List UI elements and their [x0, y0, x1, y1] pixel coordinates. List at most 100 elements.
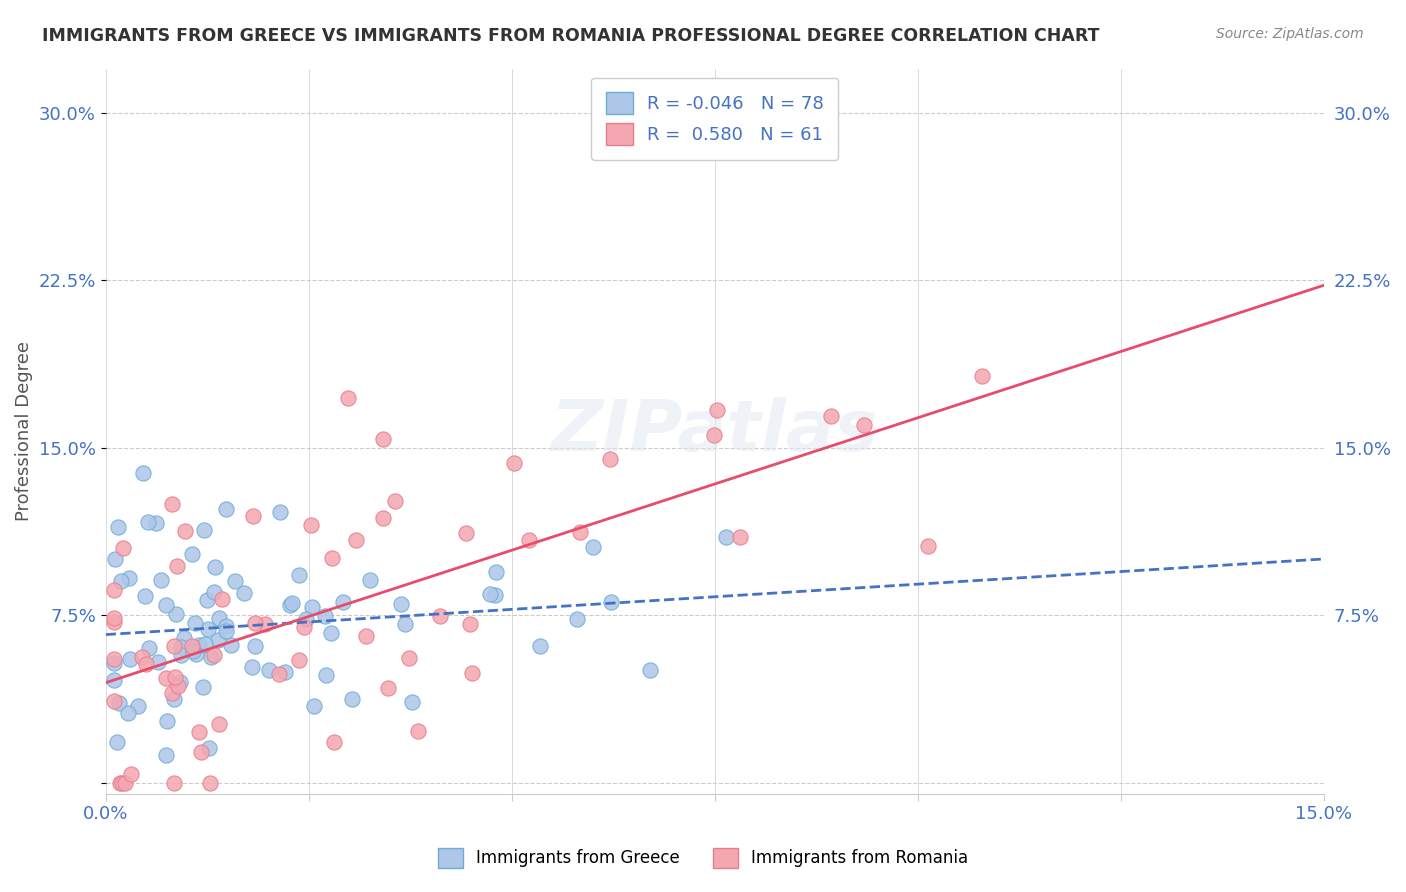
Point [820, 409, 842, 423]
Point [198, 775, 221, 789]
Point [190, 745, 212, 759]
Point [131, 650, 153, 665]
Point [292, 620, 315, 634]
Point [304, 699, 326, 714]
Text: IMMIGRANTS FROM GREECE VS IMMIGRANTS FROM ROMANIA PROFESSIONAL DEGREE CORRELATIO: IMMIGRANTS FROM GREECE VS IMMIGRANTS FRO… [42, 27, 1099, 45]
Point [354, 629, 377, 643]
Point [243, 615, 266, 630]
Point [280, 598, 302, 612]
Point [398, 651, 420, 665]
Point [132, 466, 155, 480]
Point [110, 775, 132, 789]
Point [340, 691, 363, 706]
Point [406, 723, 429, 738]
Point [107, 520, 129, 534]
Point [321, 551, 343, 566]
Point [582, 540, 605, 554]
Point [215, 619, 238, 633]
Point [103, 583, 125, 598]
Point [163, 670, 186, 684]
Point [110, 574, 132, 588]
Point [517, 533, 540, 547]
Point [117, 706, 139, 720]
Point [163, 692, 186, 706]
Point [155, 671, 177, 685]
Point [484, 588, 506, 602]
Point [202, 585, 225, 599]
Point [184, 647, 207, 661]
Point [565, 612, 588, 626]
Legend: R = -0.046   N = 78, R =  0.580   N = 61: R = -0.046 N = 78, R = 0.580 N = 61 [591, 78, 838, 160]
Point [103, 611, 125, 625]
Point [111, 775, 134, 789]
Point [155, 599, 177, 613]
Point [529, 639, 551, 653]
Legend: Immigrants from Greece, Immigrants from Romania: Immigrants from Greece, Immigrants from … [430, 841, 976, 875]
Point [215, 501, 238, 516]
Point [194, 637, 217, 651]
Point [359, 573, 381, 587]
Point [111, 541, 134, 555]
Point [485, 565, 508, 579]
Y-axis label: Professional Degree: Professional Degree [15, 341, 32, 521]
Point [319, 626, 342, 640]
Point [155, 747, 177, 762]
Point [200, 649, 222, 664]
Point [429, 609, 451, 624]
Point [198, 740, 221, 755]
Point [204, 560, 226, 574]
Point [163, 775, 186, 789]
Point [232, 586, 254, 600]
Point [134, 589, 156, 603]
Point [972, 369, 994, 384]
Point [208, 717, 231, 731]
Point [384, 493, 406, 508]
Point [344, 533, 367, 548]
Point [269, 667, 291, 681]
Point [138, 641, 160, 656]
Point [181, 547, 204, 561]
Point [173, 631, 195, 645]
Point [299, 518, 322, 533]
Point [243, 640, 266, 654]
Point [389, 598, 412, 612]
Point [269, 505, 291, 519]
Point [149, 574, 172, 588]
Point [219, 638, 242, 652]
Point [114, 775, 136, 789]
Point [118, 571, 141, 585]
Point [160, 497, 183, 511]
Point [207, 611, 229, 625]
Point [568, 525, 591, 540]
Point [127, 699, 149, 714]
Point [181, 639, 204, 653]
Point [288, 653, 311, 667]
Point [638, 663, 661, 677]
Point [224, 574, 246, 588]
Point [401, 695, 423, 709]
Point [193, 680, 215, 694]
Point [288, 568, 311, 582]
Point [146, 655, 169, 669]
Point [253, 617, 276, 632]
Point [197, 622, 219, 636]
Point [136, 515, 159, 529]
Text: ZIPatlas: ZIPatlas [551, 397, 879, 466]
Point [706, 402, 728, 417]
Point [281, 596, 304, 610]
Point [173, 524, 195, 538]
Point [215, 624, 238, 638]
Point [917, 539, 939, 553]
Point [169, 675, 191, 690]
Point [373, 432, 395, 446]
Point [103, 694, 125, 708]
Point [242, 508, 264, 523]
Point [107, 696, 129, 710]
Point [600, 594, 623, 608]
Point [156, 714, 179, 728]
Point [166, 679, 188, 693]
Point [105, 735, 128, 749]
Point [458, 617, 481, 632]
Point [301, 600, 323, 615]
Point [323, 735, 346, 749]
